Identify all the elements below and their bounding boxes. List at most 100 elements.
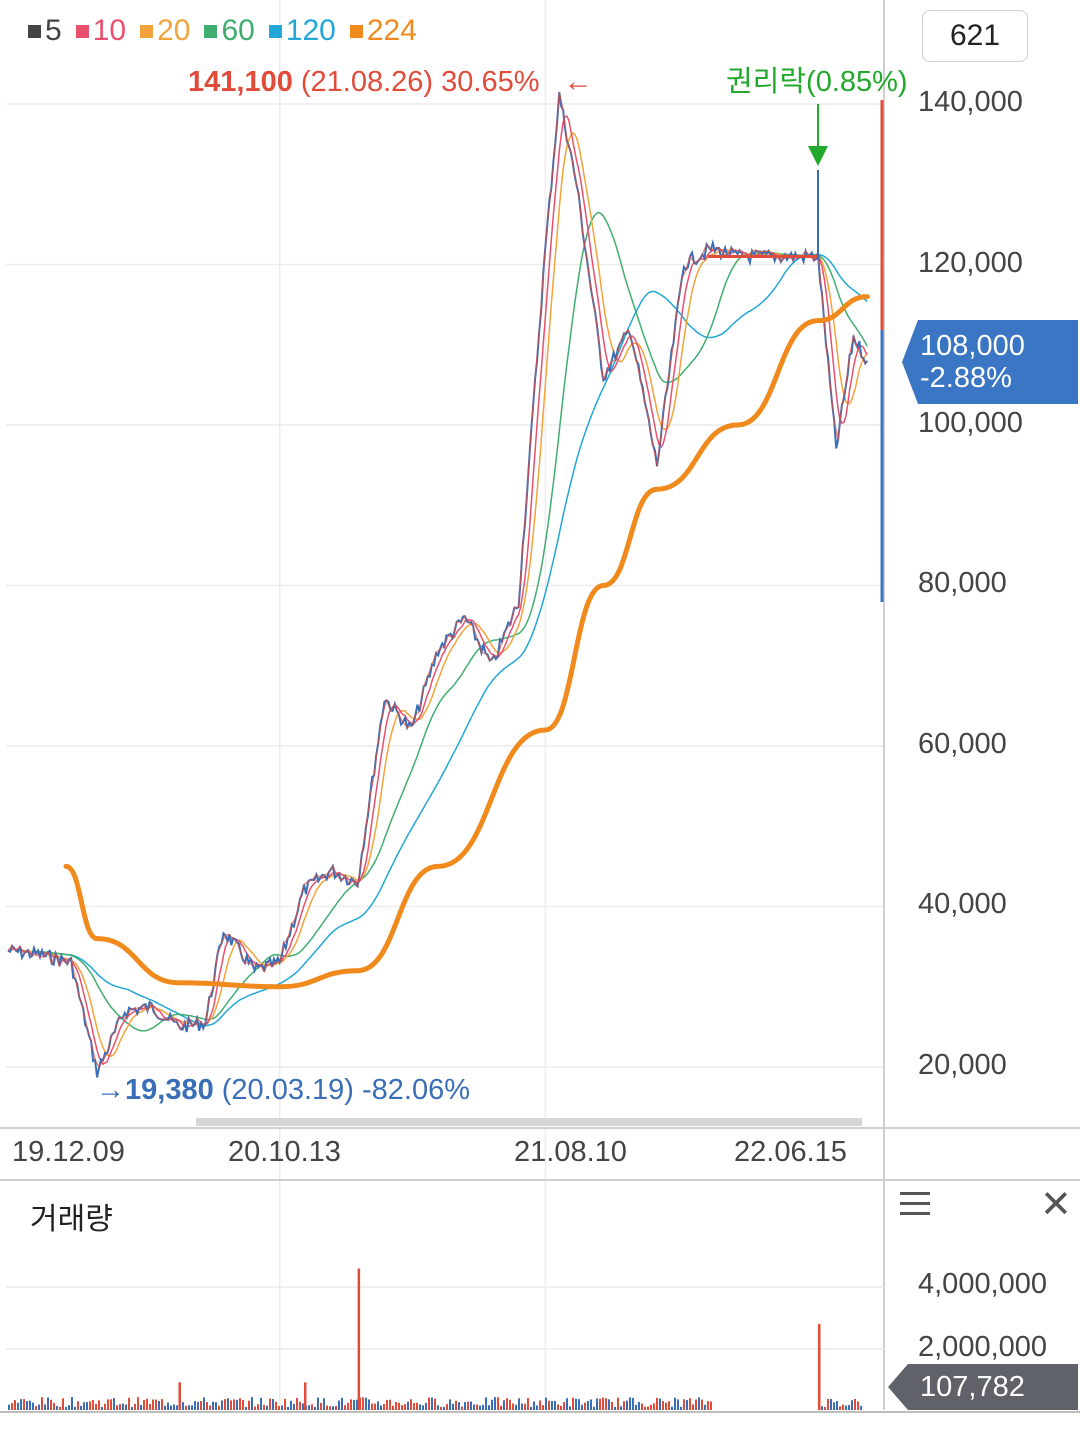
volume-bar <box>143 1399 145 1410</box>
volume-bar <box>128 1397 130 1410</box>
volume-bar <box>269 1398 271 1410</box>
menu-icon[interactable] <box>900 1192 930 1216</box>
volume-bar <box>53 1403 55 1410</box>
price-line-red <box>7 91 866 1069</box>
volume-bar <box>569 1406 571 1410</box>
volume-tick-label: 4,000,000 <box>918 1268 1048 1300</box>
volume-bar <box>479 1405 481 1410</box>
volume-bar <box>635 1404 637 1410</box>
volume-bar <box>608 1399 610 1410</box>
volume-bar <box>653 1403 655 1410</box>
volume-bar <box>461 1406 463 1410</box>
volume-bar <box>467 1401 469 1410</box>
close-icon[interactable]: ✕ <box>1040 1184 1072 1226</box>
volume-bar <box>485 1397 487 1410</box>
volume-bar <box>545 1397 547 1410</box>
volume-bar <box>152 1399 154 1410</box>
legend-item-10[interactable]: 10 <box>75 14 126 48</box>
volume-bar <box>149 1404 151 1410</box>
volume-bar <box>518 1398 520 1410</box>
volume-bar <box>695 1399 697 1410</box>
volume-bar <box>185 1405 187 1410</box>
volume-bar <box>278 1406 280 1410</box>
volume-bar <box>140 1404 142 1410</box>
volume-bar <box>500 1405 502 1410</box>
volume-bar <box>35 1406 37 1410</box>
volume-bar <box>446 1404 448 1410</box>
volume-bar <box>410 1399 412 1410</box>
legend-swatch <box>349 24 363 38</box>
volume-bar <box>491 1399 493 1410</box>
volume-bar <box>71 1397 73 1410</box>
volume-bar <box>320 1402 322 1410</box>
volume-panel-title: 거래량 <box>30 1203 113 1236</box>
volume-bar <box>77 1401 79 1410</box>
volume-bar <box>332 1406 334 1410</box>
volume-bar <box>203 1397 205 1410</box>
legend-item-20[interactable]: 20 <box>140 14 190 48</box>
volume-bar <box>407 1401 409 1410</box>
volume-bar <box>314 1406 316 1410</box>
legend-item-60[interactable]: 60 <box>204 14 255 48</box>
y-tick-label: 120,000 <box>918 247 1023 279</box>
volume-bar <box>710 1401 712 1410</box>
x-tick-label: 20.10.13 <box>228 1136 341 1168</box>
ma224-line <box>63 294 870 990</box>
volume-bar <box>386 1399 388 1410</box>
volume-bar <box>662 1401 664 1410</box>
volume-bar <box>380 1405 382 1410</box>
volume-spike-bar <box>178 1382 181 1410</box>
volume-bar <box>164 1405 166 1410</box>
volume-bar <box>251 1397 253 1410</box>
volume-bar <box>170 1405 172 1410</box>
volume-bar <box>44 1404 46 1410</box>
volume-bar <box>341 1397 343 1410</box>
volume-bar <box>452 1403 454 1410</box>
volume-bar <box>371 1403 373 1410</box>
volume-bar <box>323 1398 325 1410</box>
volume-bar <box>173 1404 175 1410</box>
volume-bar <box>236 1399 238 1410</box>
volume-bar <box>137 1397 139 1410</box>
legend-item-224[interactable]: 224 <box>349 14 417 48</box>
legend-item-5[interactable]: 5 <box>28 14 62 48</box>
volume-bar <box>488 1405 490 1410</box>
count-badge[interactable]: 621 <box>922 10 1028 62</box>
legend-label: 120 <box>285 14 336 47</box>
low-price-value: 19,380 <box>125 1074 214 1106</box>
low-price-detail: (20.03.19) -82.06% <box>213 1074 471 1106</box>
volume-bar <box>650 1404 652 1410</box>
volume-bar <box>698 1397 700 1410</box>
high-price-value: 141,100 <box>188 66 293 98</box>
volume-bar <box>422 1405 424 1410</box>
volume-bar <box>26 1401 28 1410</box>
volume-bar <box>404 1404 406 1410</box>
volume-bar <box>383 1404 385 1410</box>
volume-bar <box>566 1398 568 1410</box>
volume-bar <box>632 1397 634 1410</box>
volume-bar <box>560 1405 562 1410</box>
volume-bar <box>89 1401 91 1410</box>
volume-bar <box>197 1401 199 1410</box>
volume-bar <box>248 1400 250 1410</box>
volume-bar <box>551 1400 553 1410</box>
volume-tick-label: 2,000,000 <box>918 1331 1048 1363</box>
volume-bar <box>680 1406 682 1410</box>
volume-bar <box>374 1403 376 1410</box>
volume-bar <box>104 1403 106 1410</box>
y-tick-label: 20,000 <box>918 1049 1007 1081</box>
volume-bar <box>458 1402 460 1410</box>
legend-item-120[interactable]: 120 <box>268 14 336 48</box>
current-volume-tag: 107,782 <box>888 1364 1078 1410</box>
volume-bar <box>254 1406 256 1410</box>
volume-bar <box>317 1397 319 1410</box>
volume-bar <box>536 1405 538 1410</box>
volume-bar <box>401 1405 403 1410</box>
volume-bar <box>227 1398 229 1410</box>
volume-bar <box>122 1403 124 1410</box>
volume-bar <box>266 1405 268 1410</box>
volume-bar <box>521 1403 523 1410</box>
volume-bar <box>668 1401 670 1410</box>
volume-bar <box>665 1402 667 1410</box>
volume-bar <box>587 1400 589 1410</box>
